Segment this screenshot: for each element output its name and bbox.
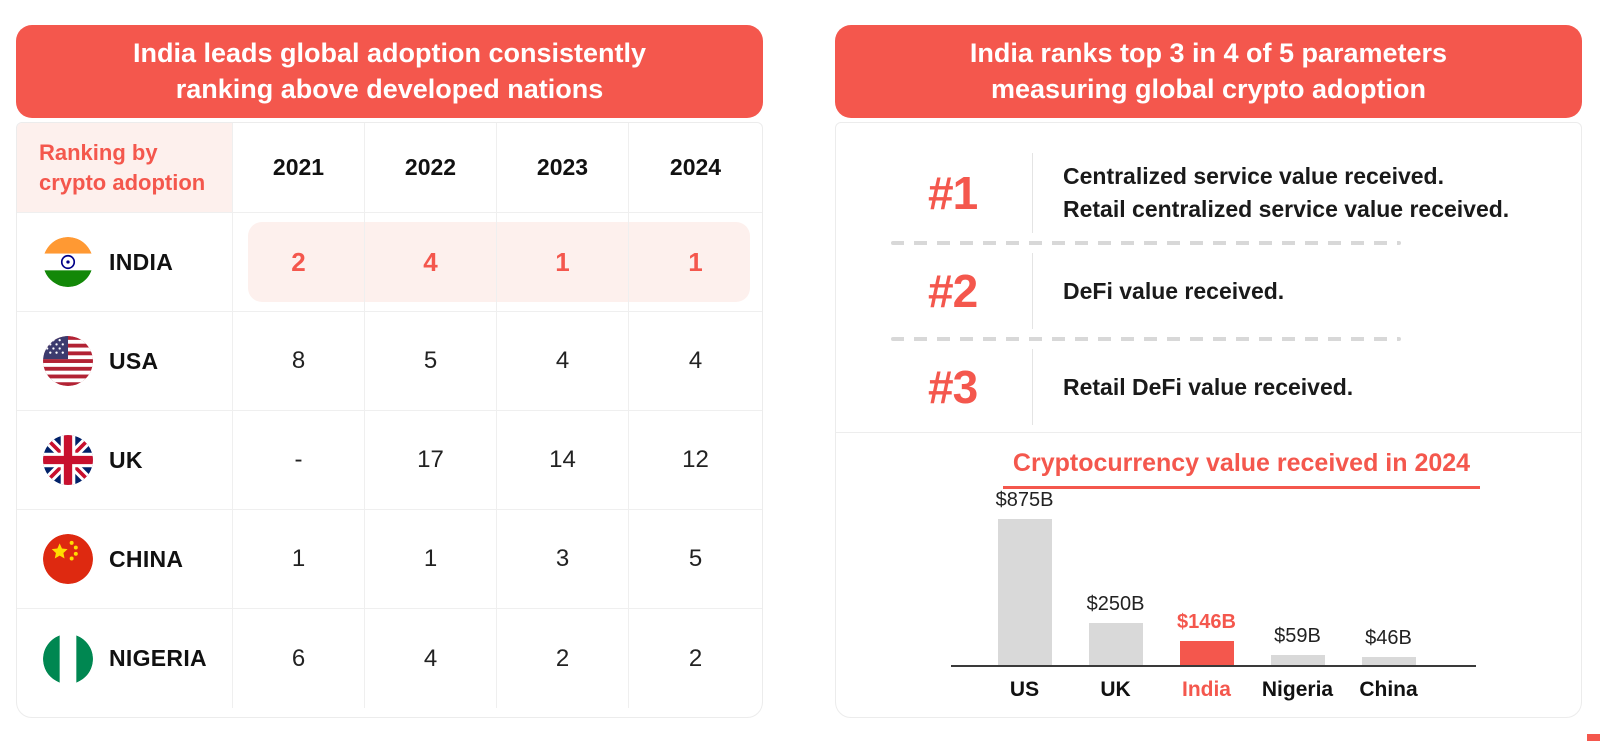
ranking-item-3: #3 Retail DeFi value received. — [836, 341, 1581, 433]
bar-india — [1179, 641, 1234, 665]
ranking-table: Ranking by crypto adoption 2021 2022 202… — [16, 122, 763, 718]
rank-number-2: #2 — [928, 265, 978, 317]
india-rank-2023: 1 — [555, 246, 570, 277]
bar-slot-china: $46B — [1343, 627, 1434, 665]
cropped-red-corner-fragment — [1587, 734, 1600, 741]
table-row-china: CHINA 1 1 3 5 — [17, 510, 762, 609]
right-panel: India ranks top 3 in 4 of 5 parameters m… — [835, 25, 1582, 718]
bar-value-china: $46B — [1365, 627, 1412, 649]
year-header-2022: 2022 — [404, 154, 457, 180]
china-rank-2024: 5 — [688, 545, 703, 572]
nigeria-rank-2021: 6 — [291, 644, 306, 672]
vertical-divider — [1032, 349, 1033, 425]
country-label-usa: USA — [109, 347, 159, 374]
bar-value-us: $875B — [995, 489, 1054, 511]
country-label-india: INDIA — [109, 248, 174, 275]
uk-rank-2022: 17 — [417, 446, 444, 473]
bar-china — [1361, 657, 1416, 665]
bar-slot-nigeria: $59B — [1252, 625, 1343, 665]
cat-label-uk: UK — [1100, 678, 1131, 701]
table-header-row: Ranking by crypto adoption 2021 2022 202… — [17, 123, 762, 213]
chart-baseline — [951, 665, 1476, 667]
india-rank-2022: 4 — [423, 246, 438, 277]
dashed-divider — [891, 241, 1401, 245]
india-rank-2021: 2 — [291, 246, 306, 277]
nigeria-rank-2023: 2 — [555, 644, 570, 672]
bar-value-nigeria: $59B — [1274, 625, 1321, 647]
bar-nigeria — [1270, 655, 1325, 665]
dashed-divider — [891, 337, 1401, 341]
usa-flag-icon — [43, 336, 93, 386]
country-label-china: CHINA — [109, 545, 184, 572]
bar-slot-uk: $250B — [1070, 593, 1161, 665]
nigeria-rank-2024: 2 — [688, 644, 703, 672]
table-row-uk: UK - 17 14 12 — [17, 411, 762, 510]
usa-rank-2021: 8 — [291, 347, 306, 374]
usa-rank-2022: 5 — [423, 347, 438, 374]
cat-label-china: China — [1359, 678, 1418, 701]
cat-label-us: US — [1009, 678, 1040, 701]
uk-rank-2023: 14 — [549, 446, 576, 473]
vertical-divider — [1032, 153, 1033, 233]
right-panel-title: India ranks top 3 in 4 of 5 parameters m… — [835, 25, 1582, 118]
parameters-card: #1 Centralized service value received. R… — [835, 122, 1582, 718]
right-panel-title-line2: measuring global crypto adoption — [990, 73, 1427, 104]
india-rank-2024: 1 — [688, 246, 703, 277]
bar-value-uk: $250B — [1086, 593, 1145, 615]
vertical-divider — [1032, 253, 1033, 329]
table-row-india: INDIA 2 4 1 1 — [17, 213, 762, 312]
right-panel-title-line1: India ranks top 3 in 4 of 5 parameters — [969, 37, 1448, 68]
left-panel-title-line2: ranking above developed nations — [175, 73, 604, 104]
table-corner-label: Ranking by crypto adoption — [17, 123, 233, 212]
ranking-3-line1: Retail DeFi value received. — [1063, 373, 1354, 400]
ranking-1-line2: Retail centralized service value receive… — [1063, 196, 1510, 222]
nigeria-rank-2022: 4 — [423, 644, 438, 672]
uk-rank-2024: 12 — [682, 446, 709, 473]
china-flag-icon — [43, 534, 93, 584]
usa-rank-2023: 4 — [555, 347, 570, 374]
country-label-uk: UK — [109, 446, 143, 473]
bar-slot-us: $875B — [979, 489, 1070, 665]
chart-title: Cryptocurrency value received in 2024 — [1002, 449, 1481, 489]
uk-rank-2021: - — [294, 446, 303, 473]
year-header-2023: 2023 — [536, 154, 589, 180]
india-flag-icon — [43, 237, 93, 287]
ranking-item-2: #2 DeFi value received. — [836, 245, 1581, 337]
rank-number-1: #1 — [928, 167, 978, 219]
ranking-2-line1: DeFi value received. — [1063, 277, 1285, 304]
bar-uk — [1088, 623, 1143, 665]
year-header-2021: 2021 — [272, 154, 325, 180]
country-label-nigeria: NIGERIA — [109, 645, 207, 671]
table-row-nigeria: NIGERIA 6 4 2 2 — [17, 609, 762, 708]
left-panel-title-line1: India leads global adoption consistently — [132, 37, 647, 68]
year-header-2024: 2024 — [669, 154, 722, 180]
cat-label-nigeria: Nigeria — [1261, 678, 1334, 701]
left-panel: India leads global adoption consistently… — [16, 25, 763, 718]
bar-slot-india: $146B — [1161, 611, 1252, 665]
china-rank-2023: 3 — [555, 545, 570, 572]
chart-bars: $875B $250B $146B $59B $46B — [979, 433, 1434, 665]
india-highlight-strip — [248, 222, 750, 302]
rankings-section: #1 Centralized service value received. R… — [836, 123, 1581, 433]
bar-us — [997, 519, 1052, 665]
table-row-usa: USA 8 5 4 4 — [17, 312, 762, 411]
bar-value-india: $146B — [1177, 611, 1236, 633]
ranking-1-line1: Centralized service value received. — [1063, 163, 1444, 190]
cat-label-india: India — [1181, 678, 1231, 701]
usa-rank-2024: 4 — [688, 347, 703, 374]
chart-category-labels: US UK India Nigeria China — [979, 678, 1434, 702]
china-rank-2021: 1 — [291, 545, 306, 572]
crypto-value-chart: Cryptocurrency value received in 2024 $8… — [836, 433, 1581, 717]
nigeria-flag-icon — [43, 633, 93, 684]
rank-number-3: #3 — [928, 361, 978, 413]
left-panel-title: India leads global adoption consistently… — [16, 25, 763, 118]
ranking-item-1: #1 Centralized service value received. R… — [836, 145, 1581, 241]
china-rank-2022: 1 — [423, 545, 438, 572]
uk-flag-icon — [43, 435, 93, 485]
